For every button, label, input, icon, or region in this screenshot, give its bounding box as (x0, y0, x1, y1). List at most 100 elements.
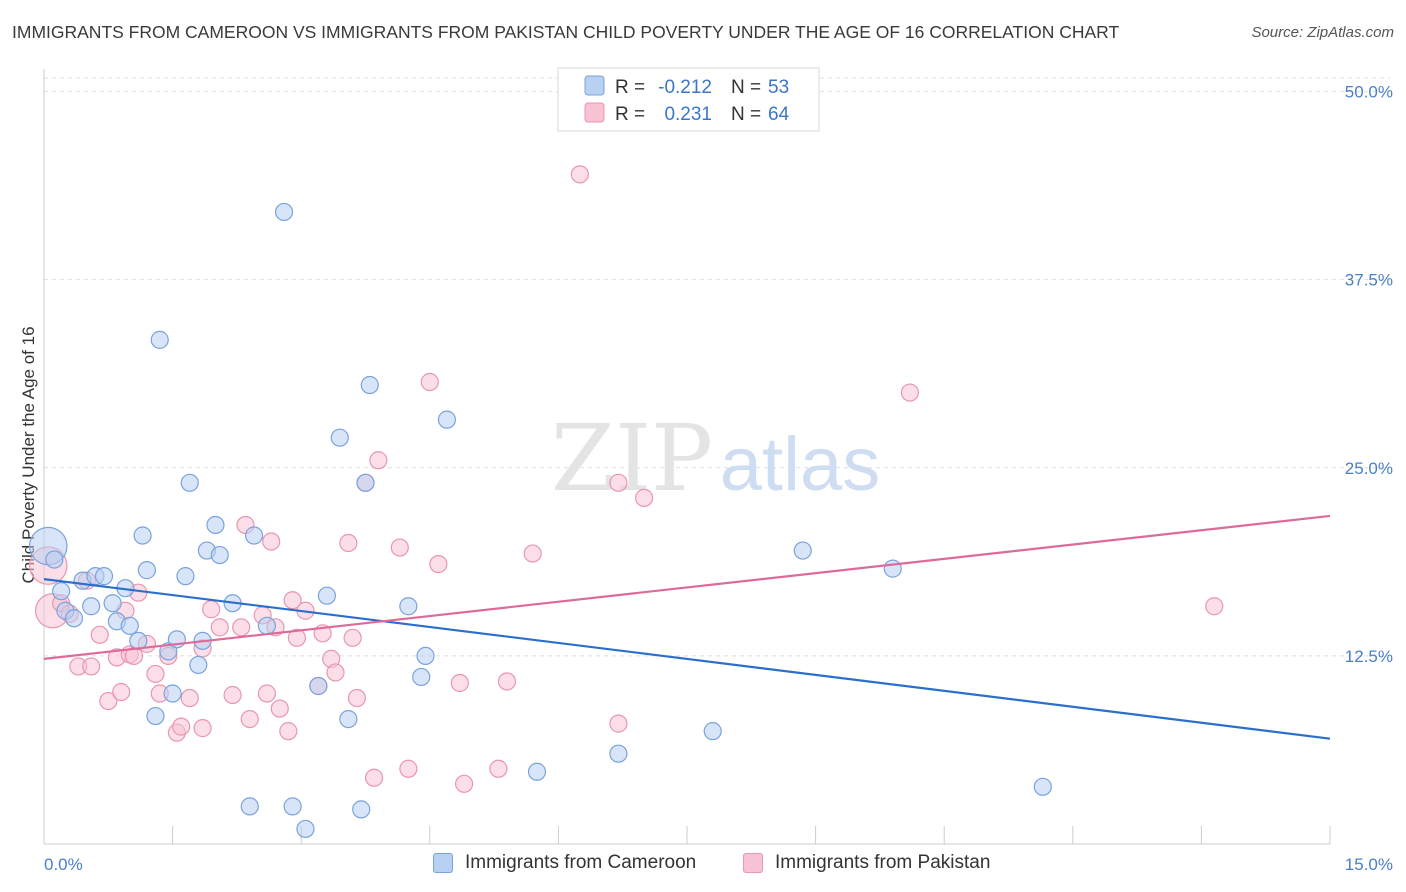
y-axis-label: Child Poverty Under the Age of 16 (19, 326, 38, 583)
point-cameroon (527, 762, 547, 781)
y-tick-label: 37.5% (1345, 271, 1393, 290)
point-pakistan (399, 759, 418, 778)
tick-labels: 12.5% 25.0% 37.5% 50.0% 0.0% 15.0% (43, 83, 1393, 874)
point-cameroon (883, 559, 902, 578)
point-cameroon (399, 597, 418, 616)
point-pakistan (193, 719, 212, 738)
point-cameroon (283, 797, 302, 816)
point-cameroon (360, 375, 379, 395)
point-pakistan (82, 657, 101, 676)
point-pakistan (390, 538, 409, 557)
stats-swatch-pakistan (584, 102, 605, 123)
point-cameroon (257, 616, 277, 635)
point-cameroon (240, 797, 259, 816)
point-pakistan (180, 688, 199, 708)
chart-title: IMMIGRANTS FROM CAMEROON VS IMMIGRANTS F… (12, 22, 1120, 42)
point-cameroon (317, 586, 337, 605)
point-cameroon (1033, 777, 1052, 796)
point-pakistan (210, 618, 229, 637)
point-pakistan (99, 691, 118, 711)
point-pakistan (287, 628, 307, 647)
point-cameroon (356, 473, 375, 492)
point-cameroon (244, 526, 264, 545)
point-pakistan (232, 618, 251, 637)
point-cameroon (45, 550, 64, 569)
stats-n-value-cameroon: 53 (768, 77, 789, 98)
x-tick-label-max: 15.0% (1345, 855, 1393, 874)
point-cameroon (206, 515, 225, 535)
stats-r-value-pakistan: 0.231 (664, 104, 712, 125)
point-pakistan (489, 759, 508, 778)
point-pakistan (202, 600, 221, 619)
point-cameroon (137, 561, 156, 580)
point-cameroon (150, 330, 169, 349)
point-cameroon (330, 428, 349, 447)
x-tick-label-min: 0.0% (44, 855, 83, 874)
point-pakistan (523, 544, 542, 563)
point-cameroon (176, 567, 195, 586)
point-cameroon (189, 655, 208, 675)
point-cameroon (103, 594, 122, 613)
point-pakistan (1205, 597, 1224, 616)
point-cameroon (274, 202, 294, 222)
point-pakistan (172, 717, 191, 736)
point-cameroon (416, 646, 435, 665)
data-points (28, 165, 1224, 839)
point-pakistan (257, 684, 277, 703)
point-cameroon (437, 410, 457, 429)
point-cameroon (703, 722, 722, 741)
point-pakistan (347, 688, 367, 708)
y-tick-label: 12.5% (1345, 647, 1393, 666)
watermark-zip: ZIP (551, 405, 713, 512)
point-pakistan (429, 554, 448, 574)
point-pakistan (146, 664, 165, 684)
point-cameroon (793, 541, 812, 560)
point-cameroon (352, 800, 371, 819)
point-pakistan (270, 699, 289, 718)
y-tick-label: 25.0% (1345, 459, 1393, 478)
trend-line-cameroon (43, 578, 1331, 740)
point-pakistan (326, 663, 345, 682)
y-tick-label: 50.0% (1345, 83, 1393, 102)
point-pakistan (90, 625, 109, 644)
point-pakistan (364, 768, 384, 787)
legend-item-cameroon[interactable]: Immigrants from Cameroon (433, 852, 696, 874)
point-pakistan (635, 488, 654, 507)
legend-label-cameroon: Immigrants from Cameroon (465, 852, 697, 873)
point-pakistan (570, 165, 589, 184)
watermark-atlas: atlas (720, 422, 881, 507)
point-cameroon (52, 582, 71, 601)
point-cameroon (609, 744, 628, 763)
point-cameroon (412, 667, 431, 687)
point-pakistan (420, 372, 439, 392)
point-pakistan (369, 451, 388, 470)
point-pakistan (262, 532, 281, 551)
point-cameroon (163, 684, 182, 703)
stats-swatch-cameroon (584, 75, 605, 96)
point-cameroon (210, 545, 229, 565)
trend-lines (43, 514, 1331, 740)
watermark: ZIP atlas (551, 405, 880, 512)
point-pakistan (339, 533, 358, 553)
point-pakistan (609, 714, 628, 733)
point-cameroon (180, 473, 199, 492)
point-cameroon (64, 609, 84, 628)
point-pakistan (343, 628, 362, 647)
point-cameroon (146, 706, 165, 726)
point-pakistan (283, 591, 302, 610)
point-cameroon (94, 567, 114, 586)
trend-line-pakistan (43, 514, 1331, 660)
legend-swatch-pakistan (743, 853, 763, 873)
legend-label-pakistan: Immigrants from Pakistan (775, 852, 991, 873)
stats-legend: R = -0.212 N = 53 R = 0.231 N = 64 (557, 67, 820, 132)
point-cameroon (296, 819, 315, 839)
legend-swatch-cameroon (433, 853, 453, 873)
point-cameroon (133, 526, 152, 545)
legend-item-pakistan[interactable]: Immigrants from Pakistan (743, 852, 990, 874)
stats-n-label-pakistan: N = (731, 104, 761, 125)
point-pakistan (223, 685, 242, 705)
stats-r-label-pakistan: R = (615, 104, 645, 125)
point-pakistan (609, 473, 628, 492)
chart-source: Source: ZipAtlas.com (1251, 24, 1394, 41)
